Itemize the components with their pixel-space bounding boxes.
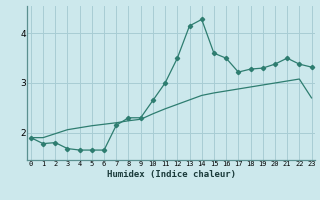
X-axis label: Humidex (Indice chaleur): Humidex (Indice chaleur) bbox=[107, 170, 236, 179]
